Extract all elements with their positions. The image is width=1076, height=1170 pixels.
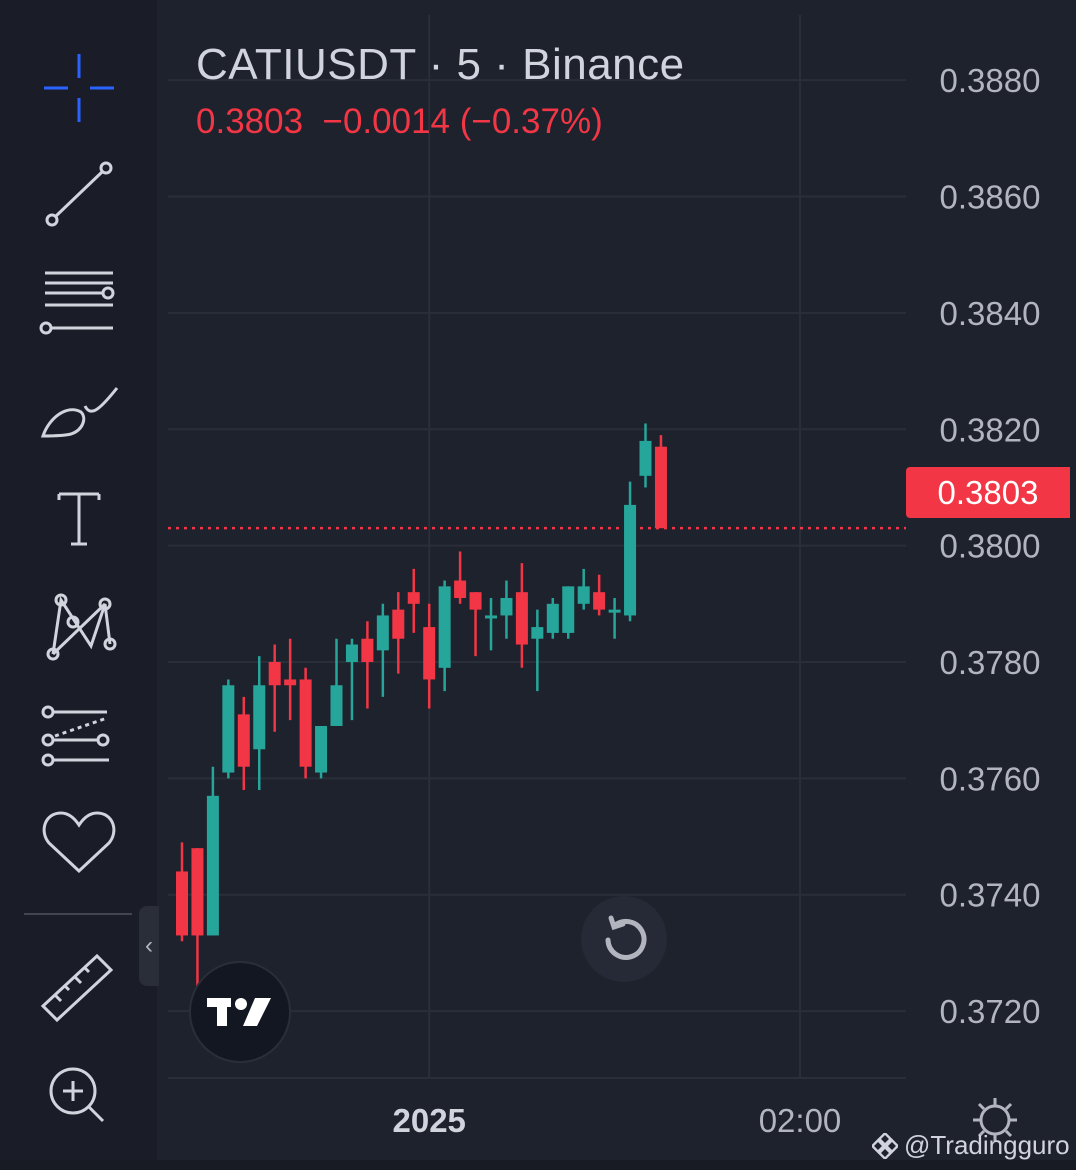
last-price-tag: 0.3803 — [906, 467, 1070, 518]
y-tick-label: 0.3720 — [940, 993, 1041, 1030]
reset-icon — [605, 915, 647, 960]
watermark: @Tradingguro — [872, 1130, 1070, 1161]
candle-body-up — [330, 685, 343, 726]
y-tick-label: 0.3740 — [940, 877, 1041, 914]
y-tick-label: 0.3860 — [940, 179, 1041, 216]
candle-body-up — [438, 586, 451, 668]
candle-body-down — [299, 679, 312, 767]
y-tick-label: 0.3760 — [940, 760, 1041, 797]
symbol-title[interactable]: CATIUSDT · 5 · Binance — [196, 40, 685, 89]
candle-body-up — [546, 603, 559, 633]
zoom-in-icon[interactable] — [35, 1055, 123, 1135]
chart-legend: CATIUSDT · 5 · Binance 0.3803 −0.0014 (−… — [196, 40, 685, 142]
chevron-left-icon: ‹ — [145, 932, 153, 959]
drawing-toolbar — [0, 0, 157, 1160]
candle-body-down — [515, 592, 528, 645]
candle-body-down — [593, 592, 606, 610]
reset-chart-button[interactable] — [581, 896, 667, 982]
candle-body-up — [608, 609, 621, 613]
pattern-icon[interactable] — [35, 588, 123, 668]
settings-gear-icon[interactable] — [970, 1095, 1020, 1145]
candle-body-up — [624, 504, 637, 616]
candle-body-up — [500, 597, 513, 616]
brush-icon[interactable] — [35, 378, 123, 458]
text-icon[interactable] — [35, 482, 123, 562]
candle-body-down — [191, 848, 204, 936]
y-tick-label: 0.3780 — [940, 644, 1041, 681]
forecast-icon[interactable] — [35, 700, 123, 780]
fib-retracement-icon[interactable] — [35, 263, 123, 343]
candle-body-down — [284, 679, 297, 686]
candle-body-up — [562, 586, 575, 633]
candle-body-down — [469, 592, 482, 610]
tradingview-logo[interactable] — [189, 961, 291, 1063]
candle-body-up — [531, 627, 544, 639]
candle-body-up — [315, 725, 328, 773]
ruler-icon[interactable] — [35, 948, 123, 1028]
candle-body-up — [376, 615, 389, 651]
candle-body-up — [222, 685, 235, 773]
y-tick-label: 0.3880 — [940, 62, 1041, 99]
x-tick-label: 02:00 — [759, 1102, 842, 1139]
candle-body-up — [206, 795, 219, 936]
crosshair-icon[interactable] — [35, 48, 123, 128]
last-price: 0.3803 — [196, 102, 304, 141]
toolbar-divider — [24, 913, 132, 915]
candle-body-down — [361, 638, 374, 662]
candle-body-down — [454, 580, 467, 598]
candle-body-up — [639, 440, 652, 476]
candle-body-down — [423, 627, 436, 680]
candle-body-up — [345, 644, 358, 662]
quote-line: 0.3803 −0.0014 (−0.37%) — [196, 102, 685, 142]
watermark-text: @Tradingguro — [904, 1130, 1070, 1160]
candle-body-up — [485, 615, 497, 619]
candle-body-up — [577, 586, 590, 604]
collapse-toolbar-button[interactable]: ‹ — [139, 906, 159, 986]
candle-body-down — [407, 592, 420, 604]
price-change: −0.0014 (−0.37%) — [322, 102, 603, 141]
binance-logo-icon — [872, 1132, 898, 1159]
trend-line-icon[interactable] — [35, 155, 123, 235]
candle-body-up — [253, 685, 266, 750]
candle-body-down — [176, 871, 188, 936]
candle-body-down — [654, 446, 667, 529]
bottom-bar — [0, 1160, 1076, 1170]
heart-icon[interactable] — [35, 803, 123, 883]
y-tick-label: 0.3800 — [940, 528, 1041, 565]
candle-body-down — [392, 609, 405, 639]
candle-body-down — [237, 714, 250, 767]
candle-body-down — [268, 661, 281, 686]
x-tick-label: 2025 — [392, 1102, 465, 1139]
y-tick-label: 0.3820 — [940, 411, 1041, 448]
y-tick-label: 0.3840 — [940, 295, 1041, 332]
